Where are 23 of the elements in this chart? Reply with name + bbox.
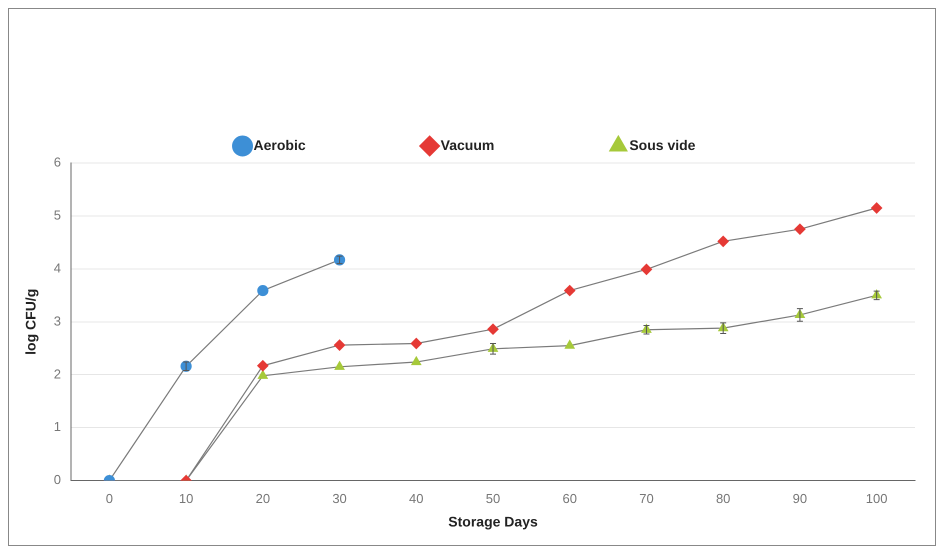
y-tick-label: 5 xyxy=(54,208,62,223)
x-tick-label: 100 xyxy=(866,490,888,506)
x-tick-label: 20 xyxy=(256,490,270,506)
x-tick-label: 0 xyxy=(106,490,114,506)
legend-label: Vacuum xyxy=(440,136,494,153)
x-axis-title: Storage Days xyxy=(448,513,538,530)
x-tick-label: 50 xyxy=(486,490,500,506)
x-tick-label: 60 xyxy=(562,490,577,506)
x-tick-label: 90 xyxy=(792,490,808,506)
legend-label: Aerobic xyxy=(254,136,306,153)
x-tick-label: 80 xyxy=(716,490,730,506)
x-tick-label: 70 xyxy=(639,490,654,506)
y-tick-label: 4 xyxy=(54,260,62,276)
y-tick-label: 2 xyxy=(54,366,62,382)
y-tick-label: 6 xyxy=(54,154,62,170)
y-axis-title: log CFU/g xyxy=(22,288,38,355)
y-tick-label: 1 xyxy=(54,419,62,434)
x-tick-label: 10 xyxy=(178,490,194,506)
y-tick-label: 0 xyxy=(54,472,62,488)
x-tick-label: 30 xyxy=(332,490,347,506)
x-tick-label: 40 xyxy=(409,490,424,506)
y-tick-label: 3 xyxy=(54,313,62,328)
legend-label: Sous vide xyxy=(629,136,696,153)
